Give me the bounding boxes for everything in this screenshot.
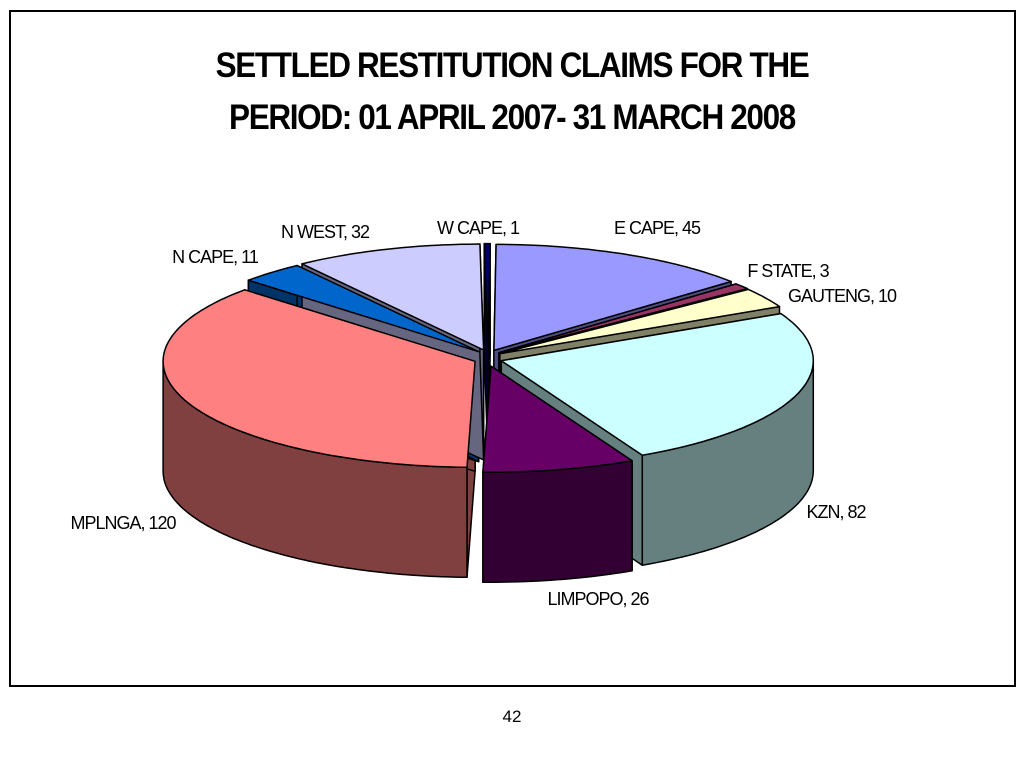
page-number: 42 xyxy=(502,707,522,726)
data-label: LIMPOPO, 26 xyxy=(547,589,649,609)
slice xyxy=(493,243,732,352)
data-label: N WEST, 32 xyxy=(281,222,370,242)
slice xyxy=(500,312,815,456)
data-label: MPLNGA, 120 xyxy=(70,513,176,533)
slice xyxy=(301,243,485,351)
data-label: W CAPE, 1 xyxy=(437,218,520,238)
data-label: GAUTENG, 10 xyxy=(788,286,897,306)
slice xyxy=(482,365,633,473)
data-label: F STATE, 3 xyxy=(747,261,829,281)
slide-frame xyxy=(9,10,1016,687)
slice xyxy=(498,283,749,354)
slice-side xyxy=(482,460,633,583)
slice xyxy=(162,289,476,469)
slice-tops xyxy=(162,242,815,473)
chart-title: SETTLED RESTITUTION CLAIMS FOR THE PERIO… xyxy=(215,46,810,137)
data-label: KZN, 82 xyxy=(806,502,866,522)
slice xyxy=(499,288,781,355)
slice xyxy=(247,264,480,353)
data-label: N CAPE, 11 xyxy=(172,247,259,267)
slice xyxy=(483,242,491,351)
data-label: E CAPE, 45 xyxy=(614,218,701,238)
